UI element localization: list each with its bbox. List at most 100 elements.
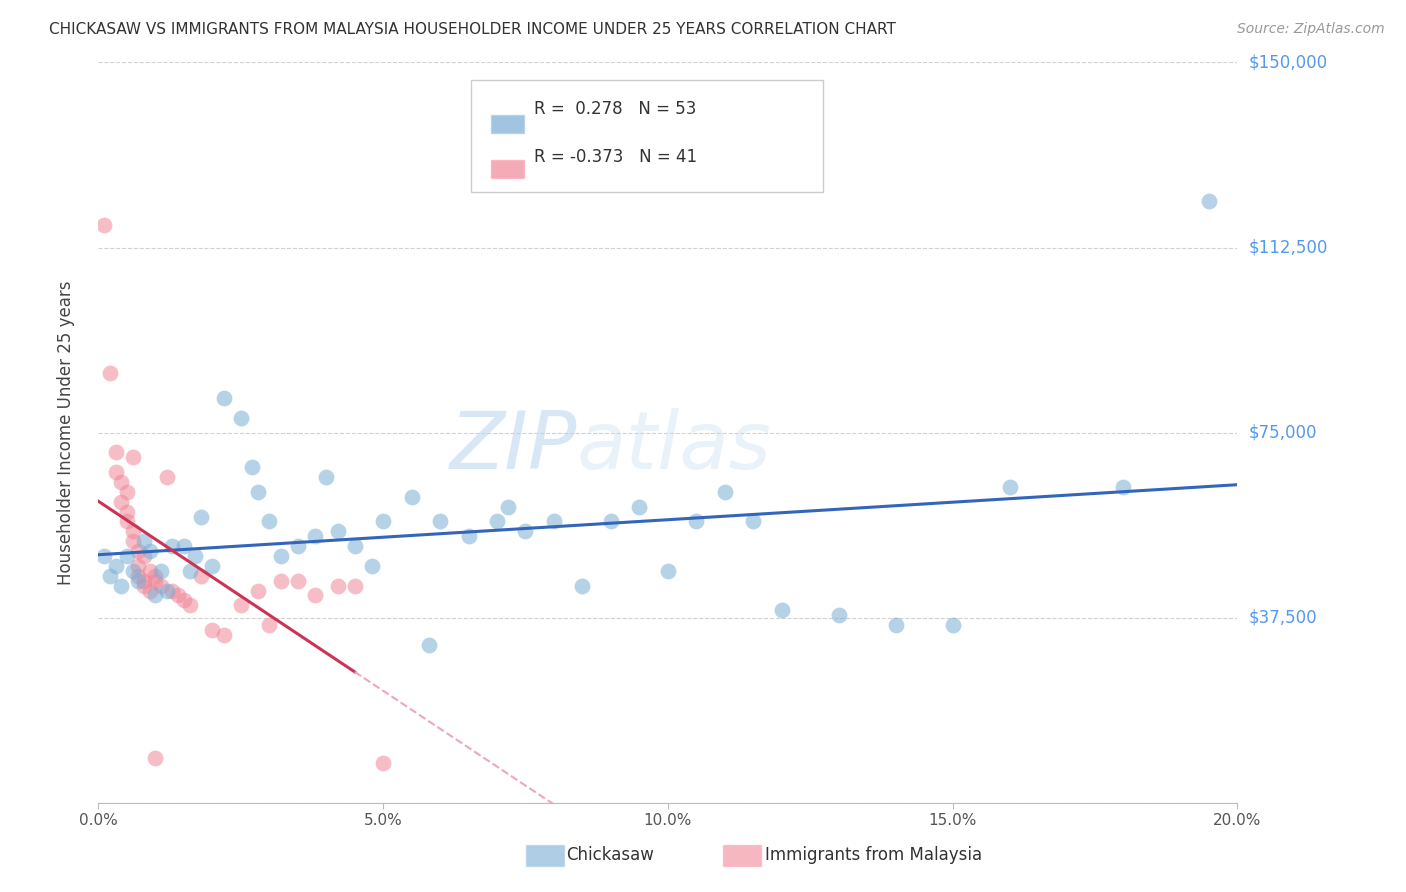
Point [287,539,309,553]
Text: Chickasaw: Chickasaw [567,847,655,864]
Point [173,593,195,607]
Point [150,564,173,578]
Point [121,450,143,465]
Text: $112,500: $112,500 [1249,238,1327,257]
Point [201,623,224,637]
Point [600,515,623,529]
Point [884,618,907,632]
Point [127,568,149,582]
Point [1112,480,1135,494]
Point [110,494,132,508]
Point [360,558,382,573]
Point [998,480,1021,494]
Point [179,599,201,613]
Point [486,515,509,529]
Point [162,583,184,598]
Text: R =  0.278   N = 53: R = 0.278 N = 53 [534,101,696,119]
Point [287,574,309,588]
Text: atlas: atlas [576,409,772,486]
Y-axis label: Householder Income Under 25 years: Householder Income Under 25 years [56,280,75,585]
Point [98,568,121,582]
Point [742,515,765,529]
Point [190,568,212,582]
Point [156,470,179,484]
Text: Source: ZipAtlas.com: Source: ZipAtlas.com [1237,22,1385,37]
Point [628,500,651,514]
Point [145,589,167,603]
Point [401,490,423,504]
Point [373,756,395,771]
Point [373,515,395,529]
Point [132,534,155,549]
Point [246,484,269,499]
Point [98,367,121,381]
Point [167,589,190,603]
Point [304,589,326,603]
Point [104,465,127,479]
Point [156,583,179,598]
Point [145,568,167,582]
Point [121,534,143,549]
Point [145,751,167,765]
Point [179,564,201,578]
Point [145,574,167,588]
Point [515,524,537,539]
Point [685,515,707,529]
Point [115,505,138,519]
Point [343,579,366,593]
Point [110,475,132,489]
Point [543,515,565,529]
Point [270,574,292,588]
Point [457,529,479,543]
Point [127,558,149,573]
Point [138,564,160,578]
Point [714,484,737,499]
Point [173,539,195,553]
Point [343,539,366,553]
Point [190,509,212,524]
Point [138,583,160,598]
Text: $37,500: $37,500 [1249,608,1317,627]
Point [1198,194,1220,208]
Point [132,549,155,563]
Point [104,558,127,573]
Point [942,618,965,632]
Point [270,549,292,563]
Point [326,524,349,539]
Point [138,544,160,558]
Point [229,599,252,613]
Point [229,410,252,425]
Point [828,608,851,623]
Point [162,539,184,553]
Text: ZIP: ZIP [450,409,576,486]
Point [212,391,235,405]
Point [184,549,207,563]
Point [259,618,281,632]
Point [150,579,173,593]
Point [115,549,138,563]
Point [104,445,127,459]
Point [93,549,115,563]
Point [240,460,263,475]
Point [315,470,337,484]
Point [132,574,155,588]
Point [418,638,440,652]
Text: CHICKASAW VS IMMIGRANTS FROM MALAYSIA HOUSEHOLDER INCOME UNDER 25 YEARS CORRELAT: CHICKASAW VS IMMIGRANTS FROM MALAYSIA HO… [49,22,896,37]
Point [127,544,149,558]
Point [121,564,143,578]
Point [259,515,281,529]
Point [212,628,235,642]
Text: $150,000: $150,000 [1249,54,1327,71]
Point [93,219,115,233]
Point [571,579,593,593]
Point [201,558,224,573]
Point [110,579,132,593]
Point [657,564,679,578]
Text: R = -0.373   N = 41: R = -0.373 N = 41 [534,147,697,166]
Point [127,574,149,588]
Point [246,583,269,598]
Point [115,515,138,529]
Text: $75,000: $75,000 [1249,424,1317,442]
Point [429,515,451,529]
Point [498,500,520,514]
